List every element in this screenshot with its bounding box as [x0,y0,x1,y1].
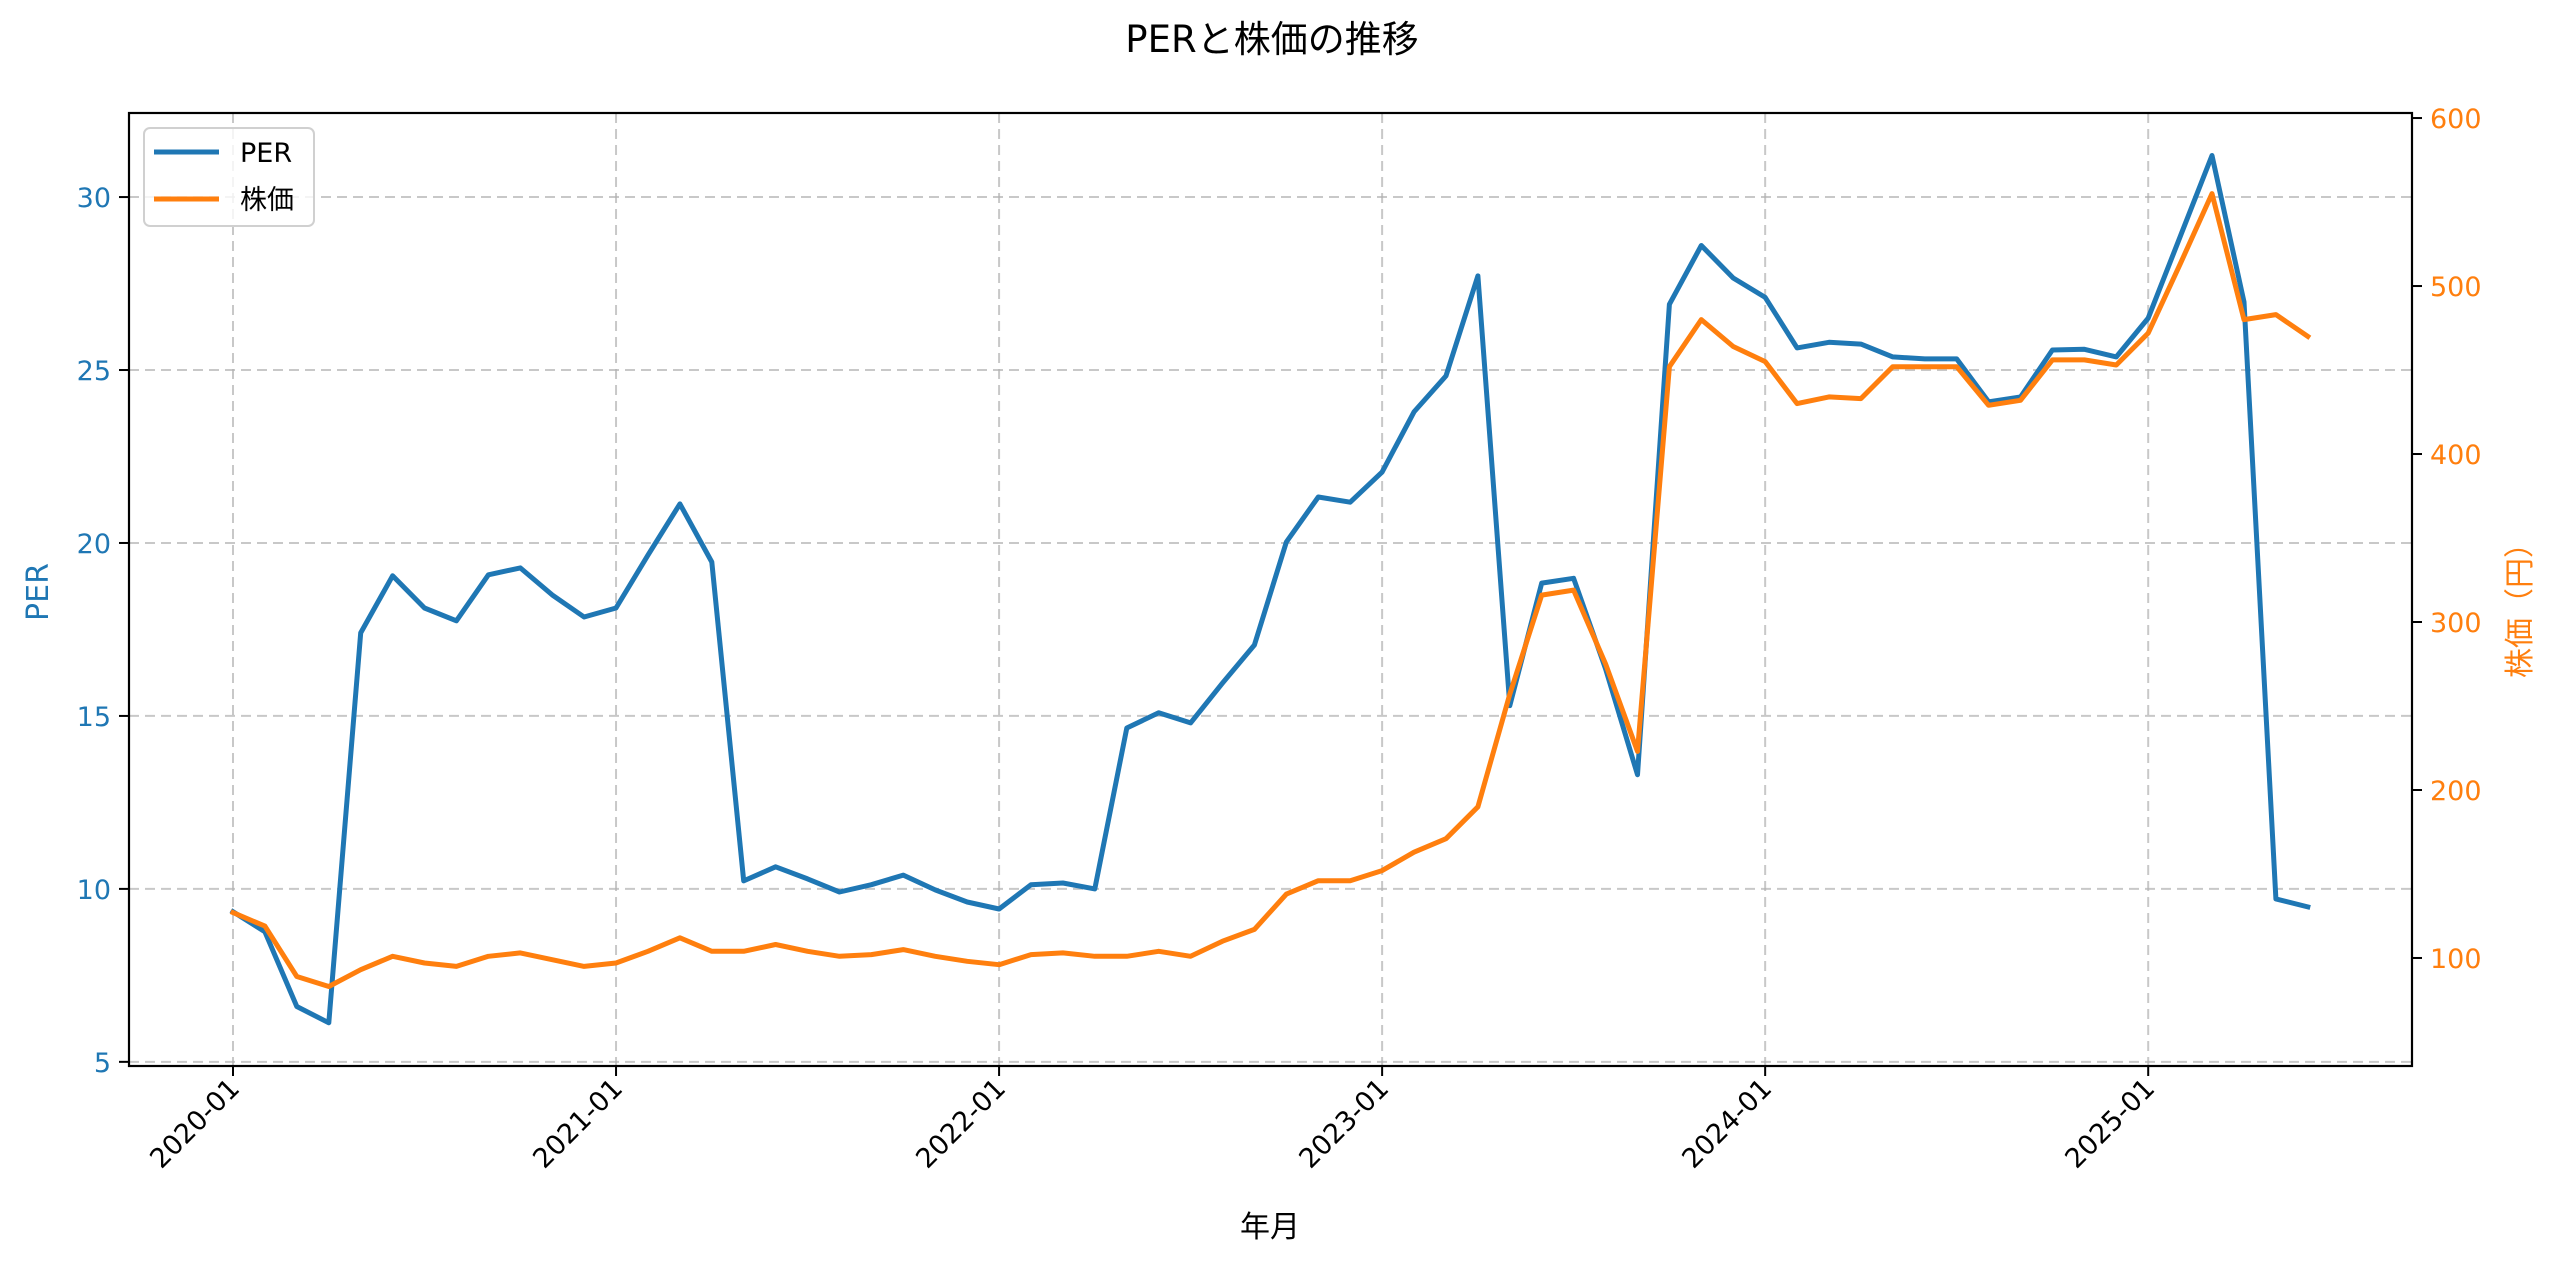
x-tick-label: 2024-01 [1676,1073,1778,1175]
left-tick-label: 15 [77,702,111,733]
right-tick-label: 200 [2430,776,2482,807]
y-axis-label-right: 株価（円） [2503,528,2538,678]
per-line [229,153,2311,1026]
grid-lines [129,113,2412,1066]
data-series [229,153,2312,1026]
plot-frame [127,111,2414,1068]
x-tick-label: 2023-01 [1293,1073,1395,1175]
price-line [229,191,2312,989]
y-axis-label-left: PER [21,563,56,621]
legend: PER 株価 [143,127,315,227]
left-tick-label: 30 [77,183,111,214]
left-tick-label: 5 [94,1048,111,1079]
right-tick-label: 300 [2430,608,2482,639]
right-tick-label: 500 [2430,272,2482,303]
right-tick-label: 600 [2430,104,2482,135]
legend-label-price: 株価 [240,185,294,216]
right-tick-label: 400 [2430,440,2482,471]
x-tick-label: 2021-01 [527,1073,629,1175]
chart-title: PERと株価の推移 [1125,18,1418,61]
x-axis: 2020-01 2021-01 2022-01 2023-01 2024-01 2025-… [144,1066,2161,1175]
left-y-axis: 5 10 15 20 25 30 [77,183,129,1079]
left-tick-label: 20 [77,529,111,560]
left-tick-label: 10 [77,875,111,906]
right-y-axis: 100 200 300 400 500 600 [2412,104,2482,975]
x-tick-label: 2025-01 [2059,1073,2161,1175]
right-tick-label: 100 [2430,944,2482,975]
x-tick-label: 2022-01 [910,1073,1012,1175]
x-axis-label: 年月 [1240,1210,1300,1245]
left-tick-label: 25 [77,356,111,387]
legend-label-per: PER [240,138,292,169]
x-tick-label: 2020-01 [144,1073,246,1175]
